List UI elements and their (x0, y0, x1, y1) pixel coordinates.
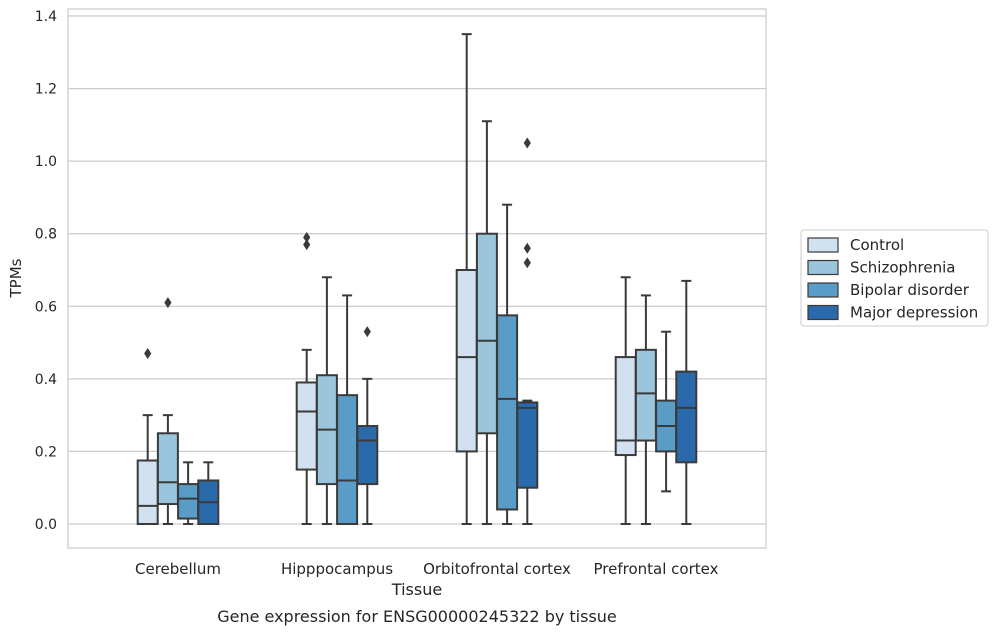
box-iqr (177, 483, 200, 520)
x-tick-label: Hipppocampus (281, 560, 393, 578)
legend: Control Schizophrenia Bipolar disorder Majo… (800, 229, 989, 327)
box-major-depression (356, 326, 379, 525)
y-tick-label: 0.0 (35, 517, 57, 533)
legend-swatch (807, 259, 839, 276)
box-control (455, 33, 478, 525)
legend-label: Control (850, 236, 904, 254)
plot-frame (67, 8, 767, 549)
box-iqr (156, 432, 179, 506)
y-tick-label: 1.0 (35, 154, 57, 170)
box-major-depression (675, 279, 698, 525)
box-iqr (336, 394, 359, 525)
box-iqr (496, 314, 519, 511)
box-iqr (455, 269, 478, 453)
outlier-point (144, 347, 152, 359)
box-control (295, 231, 318, 525)
box-iqr (516, 401, 539, 489)
box-iqr (136, 459, 159, 525)
y-axis-ticks: 0.0 0.2 0.4 0.6 0.8 1.0 1.2 1.4 (35, 9, 57, 533)
x-tick-label: Prefrontal cortex (594, 560, 719, 578)
box-bipolar-disorder (496, 203, 519, 525)
x-axis-label: Tissue (391, 580, 442, 599)
chart-caption: Gene expression for ENSG00000245322 by t… (217, 607, 617, 626)
box-schizophrenia (634, 294, 657, 525)
box-series (136, 33, 698, 526)
legend-frame (800, 229, 989, 327)
legend-swatch (807, 237, 839, 253)
box-bipolar-disorder (336, 294, 359, 525)
box-major-depression (197, 461, 220, 526)
box-iqr (356, 425, 379, 486)
legend-label: Schizophrenia (850, 259, 955, 277)
y-tick-label: 1.2 (35, 82, 57, 98)
outlier-point (523, 242, 531, 254)
box-control (136, 347, 159, 525)
box-major-depression (516, 137, 539, 525)
box-bipolar-disorder (177, 461, 200, 525)
legend-label: Major depression (850, 304, 978, 322)
box-iqr (295, 381, 318, 471)
box-iqr (634, 348, 657, 442)
legend-label: Bipolar disorder (850, 281, 970, 299)
outlier-point (303, 231, 311, 243)
legend-swatch (807, 304, 839, 321)
box-schizophrenia (156, 297, 179, 525)
y-axis-label: TPMs (7, 258, 25, 298)
x-tick-label: Cerebellum (135, 560, 221, 578)
y-tick-label: 0.2 (35, 444, 57, 460)
y-tick-label: 0.8 (35, 227, 57, 243)
outlier-point (164, 297, 172, 309)
outlier-point (303, 239, 311, 251)
box-schizophrenia (315, 276, 338, 525)
y-tick-label: 0.4 (35, 372, 57, 388)
x-axis-ticks: Cerebellum Hipppocampus Orbitofrontal cort… (135, 560, 719, 578)
legend-swatch (807, 282, 839, 298)
box-control (614, 276, 637, 525)
outlier-point (363, 326, 371, 338)
y-tick-label: 1.4 (35, 9, 57, 25)
x-tick-label: Orbitofrontal cortex (423, 560, 571, 578)
box-iqr (675, 370, 698, 464)
y-tick-label: 0.6 (35, 299, 57, 315)
outlier-point (523, 257, 531, 269)
box-iqr (475, 232, 498, 435)
outlier-point (523, 137, 531, 149)
